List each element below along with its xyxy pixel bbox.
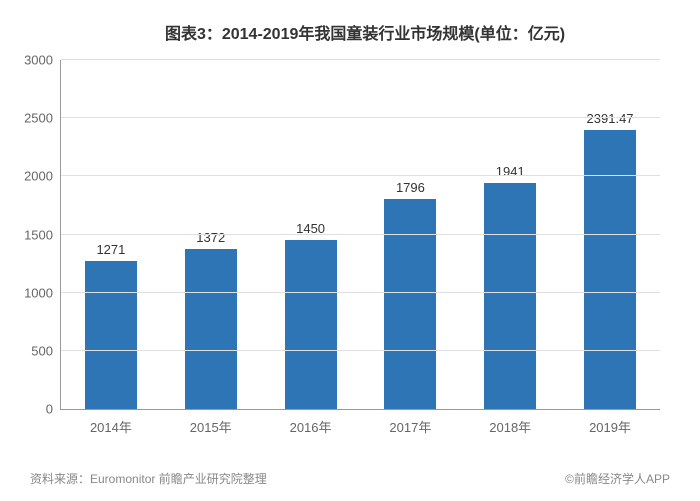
x-tick-label: 2019年	[589, 417, 631, 436]
y-tick-label: 2000	[24, 169, 61, 184]
x-tick-label: 2014年	[90, 417, 132, 436]
chart-title: 图表3：2014-2019年我国童装行业市场规模(单位：亿元)	[60, 20, 670, 44]
y-tick-label: 0	[46, 402, 61, 417]
y-tick-label: 3000	[24, 53, 61, 68]
chart-container: 图表3：2014-2019年我国童装行业市场规模(单位：亿元) 12712014…	[0, 0, 700, 501]
chart-footer: 资料来源：Euromonitor 前瞻产业研究院整理 ©前瞻经济学人APP	[30, 470, 670, 487]
bar	[85, 261, 137, 409]
x-tick-label: 2018年	[489, 417, 531, 436]
gridline	[61, 59, 660, 60]
source-text: 资料来源：Euromonitor 前瞻产业研究院整理	[30, 470, 267, 487]
bar	[285, 240, 337, 409]
bar-slot: 14502016年	[261, 60, 361, 409]
bars-group: 12712014年13722015年14502016年17962017年1941…	[61, 60, 660, 409]
gridline	[61, 175, 660, 176]
bar-value-label: 1271	[96, 242, 125, 257]
bar	[484, 183, 536, 409]
gridline	[61, 292, 660, 293]
bar	[384, 199, 436, 409]
credit-text: ©前瞻经济学人APP	[565, 470, 670, 487]
plot-area: 12712014年13722015年14502016年17962017年1941…	[60, 60, 660, 410]
bar-value-label: 1372	[196, 230, 225, 245]
bar-slot: 17962017年	[360, 60, 460, 409]
bar-value-label: 1796	[396, 180, 425, 195]
bar-slot: 2391.472019年	[560, 60, 660, 409]
bar	[584, 130, 636, 409]
bar	[185, 249, 237, 409]
bar-slot: 19412018年	[460, 60, 560, 409]
x-tick-label: 2015年	[190, 417, 232, 436]
bar-value-label: 2391.47	[587, 111, 634, 126]
bar-slot: 13722015年	[161, 60, 261, 409]
x-tick-label: 2016年	[290, 417, 332, 436]
y-tick-label: 1000	[24, 285, 61, 300]
gridline	[61, 117, 660, 118]
gridline	[61, 234, 660, 235]
y-tick-label: 1500	[24, 227, 61, 242]
y-tick-label: 500	[31, 343, 61, 358]
gridline	[61, 350, 660, 351]
x-tick-label: 2017年	[389, 417, 431, 436]
bar-slot: 12712014年	[61, 60, 161, 409]
y-tick-label: 2500	[24, 111, 61, 126]
